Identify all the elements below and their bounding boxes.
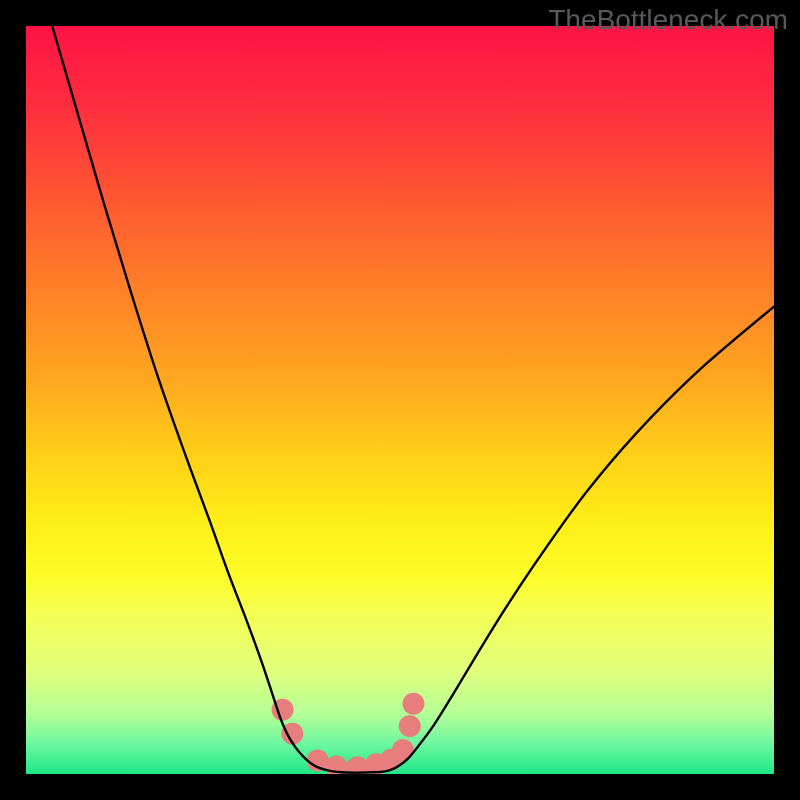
chart-root: TheBottleneck.com [0, 0, 800, 800]
gradient-background [26, 26, 774, 774]
plot-area [26, 26, 774, 774]
watermark-text: TheBottleneck.com [548, 4, 788, 36]
